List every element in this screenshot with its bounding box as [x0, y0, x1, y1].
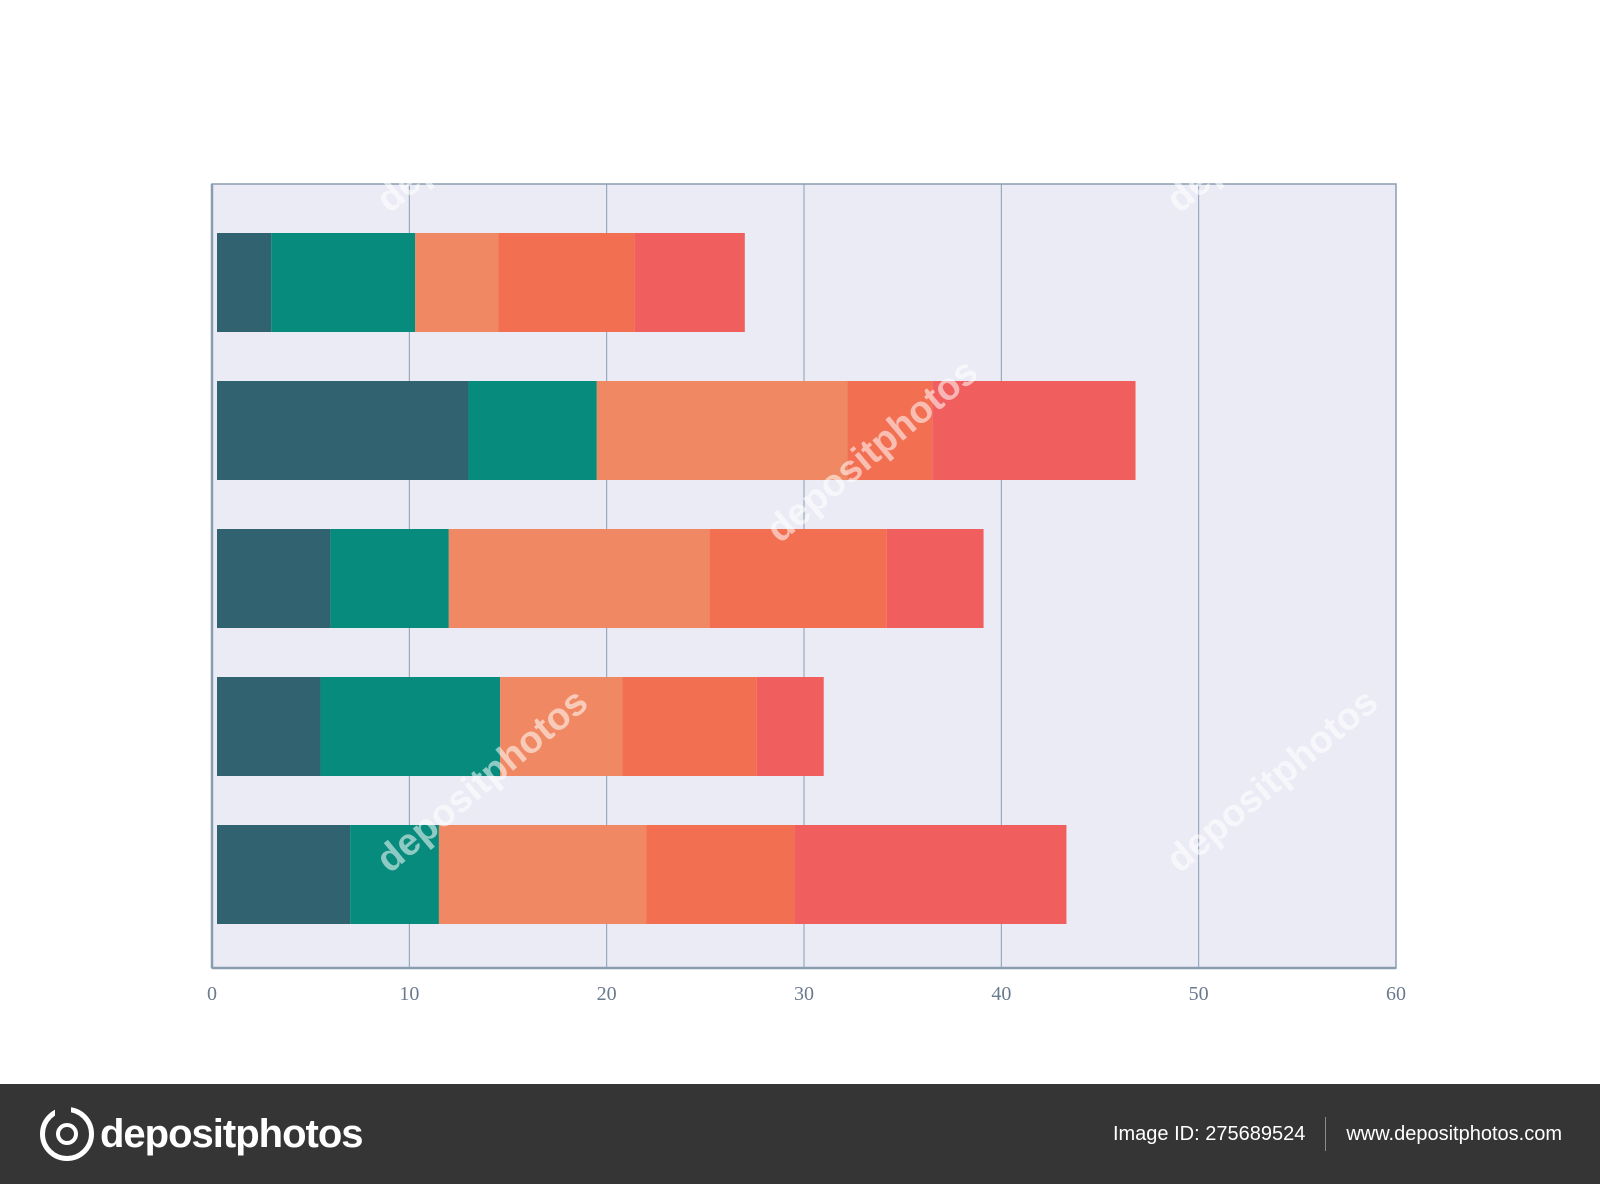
bar-segment-1-4 — [498, 233, 635, 332]
bar-segment-5-2 — [350, 825, 439, 924]
bar-segment-3-1 — [217, 529, 331, 628]
watermark-text: depositphotos — [0, 351, 206, 551]
x-tick-label: 40 — [991, 983, 1011, 1005]
x-tick-label: 50 — [1189, 983, 1209, 1005]
camera-logo-icon — [40, 1106, 94, 1161]
bar-segment-2-1 — [217, 381, 469, 480]
x-tick-label: 10 — [399, 983, 419, 1005]
x-tick-label: 20 — [597, 983, 617, 1005]
bar-segment-2-3 — [596, 381, 848, 480]
bar-segment-5-5 — [794, 825, 1067, 924]
axes — [210, 184, 1396, 970]
bar-segment-3-4 — [709, 529, 887, 628]
footer-info: Image ID: 275689524 www.depositphotos.co… — [1113, 1117, 1562, 1151]
x-tick-labels: 0 10 20 30 40 50 60 — [207, 983, 1406, 1005]
x-tick-label: 0 — [207, 983, 217, 1005]
x-tick-label: 30 — [794, 983, 814, 1005]
bar-segment-4-3 — [500, 677, 623, 776]
image-id: Image ID: 275689524 — [1112, 1122, 1306, 1145]
bar-segment-1-3 — [415, 233, 499, 332]
bar-segment-4-5 — [756, 677, 824, 776]
bar-segment-5-1 — [217, 825, 351, 924]
bar-segment-3-2 — [330, 529, 449, 628]
footer-logo: depositphotos — [40, 1106, 364, 1161]
bar-segment-3-3 — [448, 529, 710, 628]
footer-bar: depositphotos Image ID: 275689524 www.de… — [0, 1084, 1600, 1184]
site-url: www.depositphotos.com — [1346, 1122, 1562, 1145]
bar-segment-2-2 — [468, 381, 597, 480]
bar-segment-5-3 — [438, 825, 647, 924]
bar-segment-5-4 — [646, 825, 795, 924]
x-tick-label: 60 — [1386, 983, 1406, 1005]
bar-segment-2-5 — [932, 381, 1136, 480]
bar-segment-1-2 — [271, 233, 416, 332]
bar-segment-1-1 — [217, 233, 272, 332]
bar-segment-3-5 — [886, 529, 984, 628]
bar-segment-4-2 — [320, 677, 501, 776]
footer-divider — [1325, 1117, 1327, 1151]
bars — [217, 233, 1136, 924]
stacked-bar-chart: 0 10 20 30 40 50 60 depositphotos depositphotos… — [0, 183, 1406, 1005]
bar-segment-1-5 — [634, 233, 745, 332]
logo-text: depositphotos — [100, 1111, 364, 1156]
bar-segment-4-1 — [217, 677, 321, 776]
bar-segment-2-4 — [847, 381, 933, 480]
bar-segment-4-4 — [622, 677, 757, 776]
